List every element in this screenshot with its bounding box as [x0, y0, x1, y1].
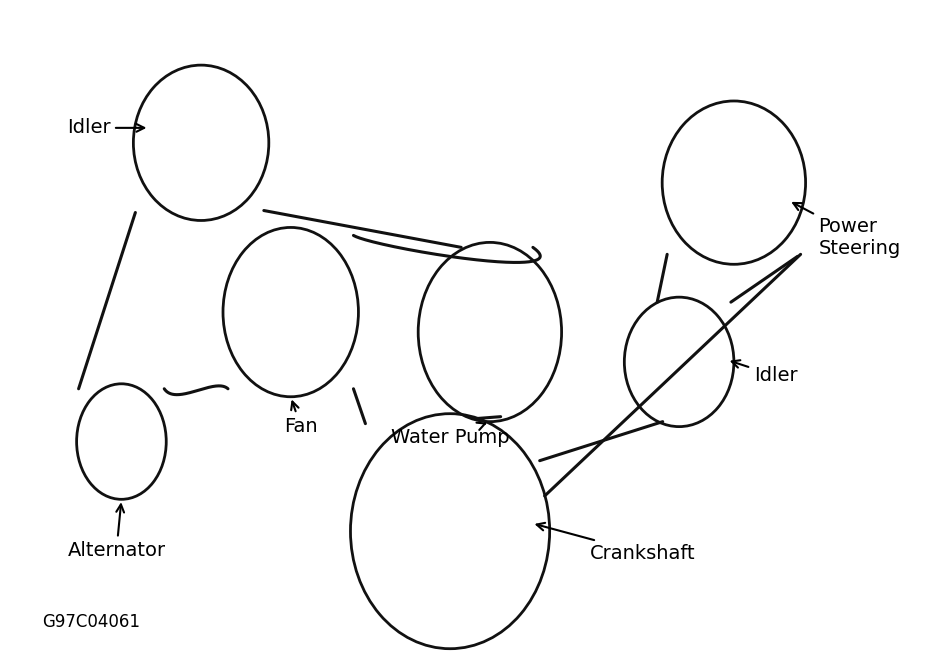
Text: G97C04061: G97C04061	[42, 613, 139, 631]
Text: Water Pump: Water Pump	[391, 423, 509, 446]
Text: Fan: Fan	[284, 402, 317, 435]
Text: Power
Steering: Power Steering	[793, 203, 900, 259]
Text: Alternator: Alternator	[68, 505, 165, 560]
Text: Idler: Idler	[67, 118, 144, 137]
Text: Crankshaft: Crankshaft	[536, 523, 694, 562]
Text: Idler: Idler	[731, 360, 796, 385]
